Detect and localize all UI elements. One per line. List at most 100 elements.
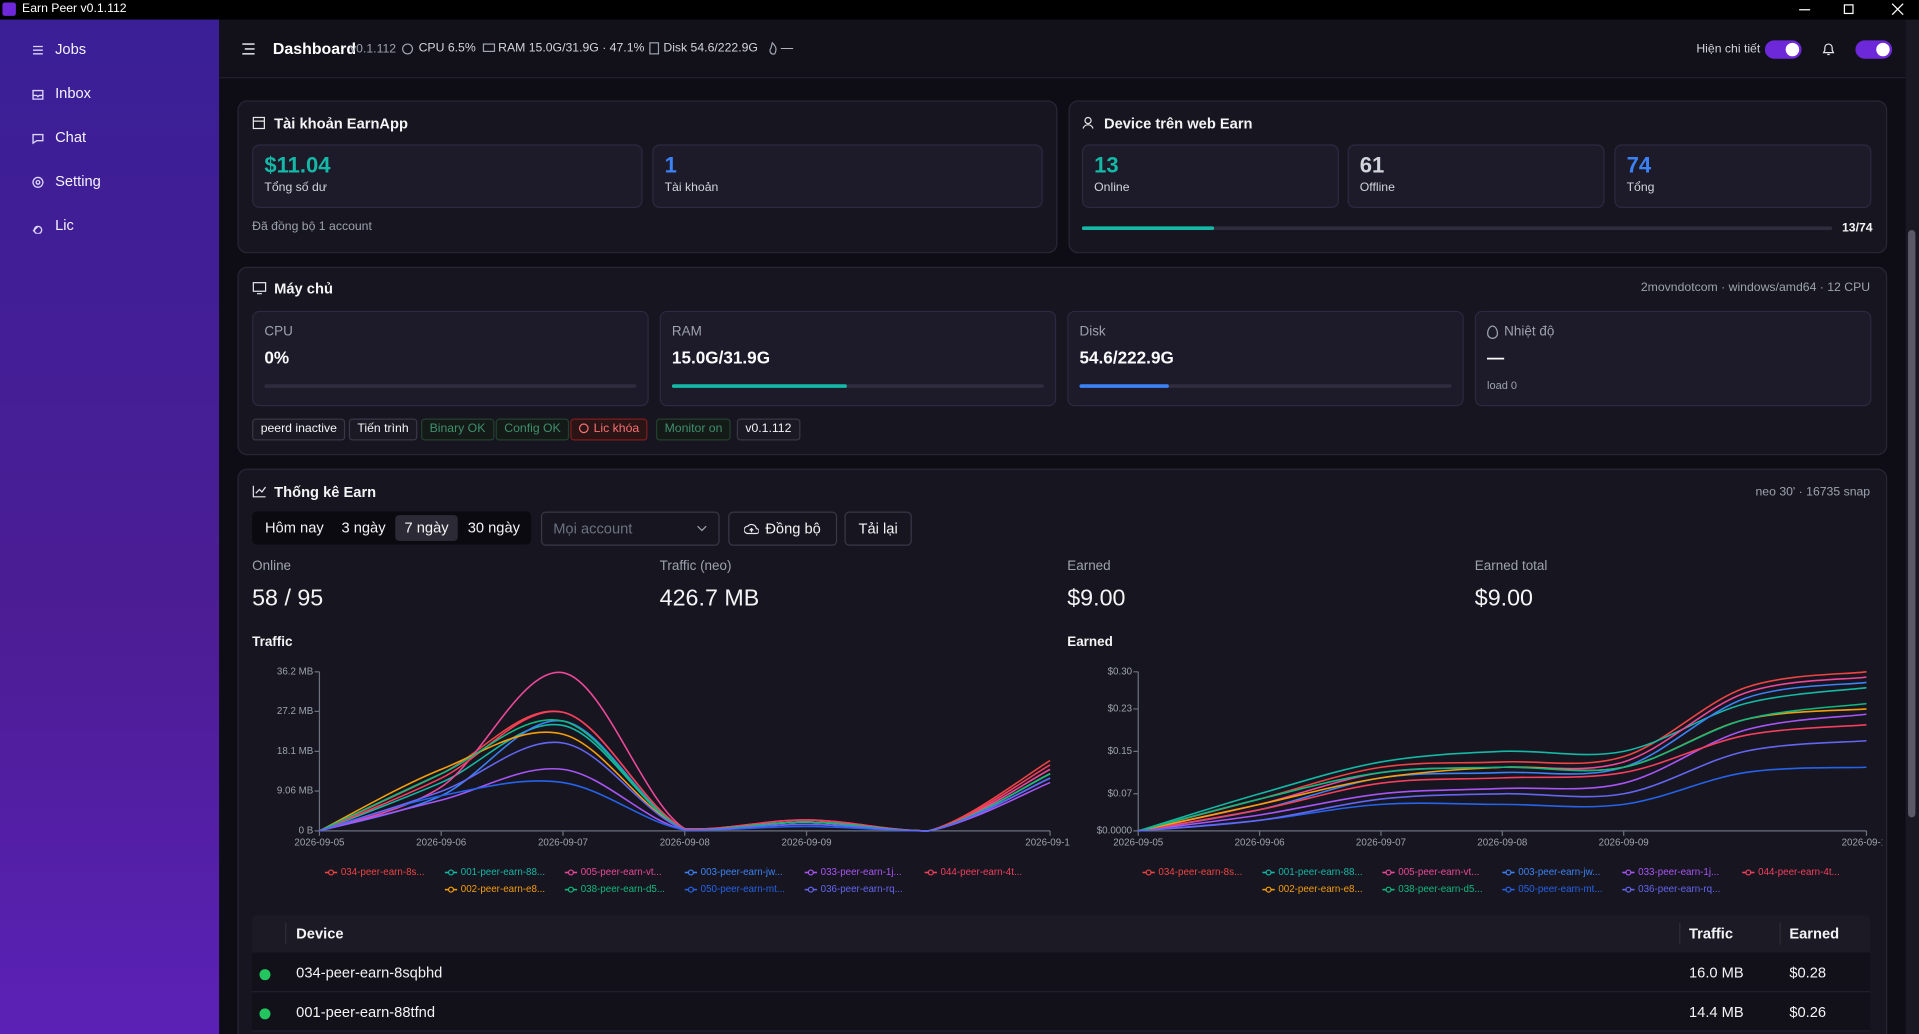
legend-entry[interactable]: 044-peer-earn-4t... bbox=[1758, 867, 1840, 878]
stat-label: Tổng bbox=[1626, 181, 1655, 195]
y-tick-label: $0.23 bbox=[1108, 704, 1133, 715]
nav-item[interactable]: Setting bbox=[55, 172, 101, 190]
status-tag: Tiến trình bbox=[348, 418, 418, 441]
account-select[interactable]: Mọi account bbox=[540, 511, 720, 546]
stat-box bbox=[652, 144, 1043, 209]
column-divider bbox=[285, 922, 287, 945]
legend-entry[interactable]: 033-peer-earn-1j... bbox=[1638, 867, 1719, 878]
metric-box bbox=[1474, 310, 1872, 407]
series-line bbox=[319, 767, 1051, 832]
legend-swatch-dot bbox=[1505, 869, 1512, 876]
stat-box bbox=[1081, 144, 1339, 209]
legend-entry[interactable]: 034-peer-earn-8s... bbox=[1158, 867, 1242, 878]
app-version: v0.1.112 bbox=[350, 42, 397, 57]
legend-entry[interactable]: 005-peer-earn-vt... bbox=[1398, 867, 1479, 878]
detail-toggle-label: Hiện chi tiết bbox=[1696, 42, 1761, 57]
range-button[interactable]: 7 ngày bbox=[395, 515, 458, 541]
legend-entry[interactable]: 001-peer-earn-88... bbox=[1278, 867, 1362, 878]
y-tick-label: $0.15 bbox=[1108, 746, 1133, 757]
metric-label: RAM bbox=[671, 324, 702, 339]
sidebar bbox=[0, 19, 220, 1034]
nav-icon bbox=[32, 89, 44, 100]
summary-value: $9.00 bbox=[1067, 586, 1126, 612]
menu-button[interactable] bbox=[241, 42, 256, 57]
legend-entry[interactable]: 038-peer-earn-d5... bbox=[581, 884, 665, 895]
legend-entry[interactable]: 050-peer-earn-mt... bbox=[701, 884, 785, 895]
legend-swatch-dot bbox=[1385, 869, 1392, 876]
card-title: Thống kê Earn bbox=[274, 483, 377, 501]
stat-label: Tài khoản bbox=[664, 181, 719, 195]
status-tag: Binary OK bbox=[421, 418, 494, 441]
series-line bbox=[1138, 681, 1867, 832]
nav-item[interactable]: Inbox bbox=[55, 84, 92, 102]
metric-label: CPU bbox=[264, 324, 293, 339]
legend-swatch-dot bbox=[687, 869, 694, 876]
legend-entry[interactable]: 044-peer-earn-4t... bbox=[941, 867, 1023, 878]
series-line bbox=[319, 731, 1051, 832]
range-button[interactable]: 3 ngày bbox=[341, 518, 386, 536]
theme-toggle[interactable] bbox=[1855, 40, 1893, 59]
legend-entry[interactable]: 002-peer-earn-e8... bbox=[461, 884, 545, 895]
legend-swatch-dot bbox=[567, 886, 575, 893]
legend-swatch-dot bbox=[328, 869, 335, 876]
legend-entry[interactable]: 003-peer-earn-jw... bbox=[1518, 867, 1600, 878]
column-divider bbox=[1779, 922, 1781, 945]
legend-swatch-dot bbox=[1145, 869, 1152, 876]
column-divider bbox=[1679, 922, 1681, 945]
legend-swatch-dot bbox=[807, 886, 814, 893]
legend-entry[interactable]: 001-peer-earn-88... bbox=[461, 867, 545, 878]
legend-swatch-dot bbox=[687, 886, 694, 893]
y-tick-label: $0.30 bbox=[1108, 666, 1133, 677]
stat-label: Tổng số dư bbox=[264, 181, 327, 195]
scrollbar[interactable] bbox=[1905, 19, 1919, 1034]
card-icon bbox=[1082, 116, 1094, 129]
legend-entry[interactable]: 036-peer-earn-rq... bbox=[821, 884, 903, 895]
notifications-button[interactable] bbox=[1821, 42, 1836, 57]
window-controls[interactable] bbox=[1787, 0, 1909, 20]
sync-button[interactable]: Đồng bộ bbox=[728, 511, 838, 546]
series-line bbox=[1138, 713, 1867, 832]
metric-label: Nhiệt độ bbox=[1504, 324, 1555, 339]
chart-title: Earned bbox=[1067, 634, 1113, 649]
series-line bbox=[1138, 739, 1867, 832]
tag-icon bbox=[578, 423, 589, 434]
legend-entry[interactable]: 036-peer-earn-rq... bbox=[1638, 884, 1720, 895]
card-icon bbox=[252, 282, 267, 295]
status-dot bbox=[259, 1008, 271, 1020]
column-header: Earned bbox=[1789, 925, 1840, 943]
device-progress bbox=[1081, 226, 1833, 231]
card-title: Tài khoản EarnApp bbox=[274, 115, 408, 133]
legend-entry[interactable]: 034-peer-earn-8s... bbox=[341, 867, 425, 878]
y-tick-label: 0 B bbox=[299, 825, 314, 836]
range-button[interactable]: 30 ngày bbox=[467, 518, 520, 536]
x-tick-label: 2026-09-08 bbox=[660, 838, 711, 849]
nav-icon bbox=[32, 176, 44, 188]
range-button[interactable]: Hôm nay bbox=[264, 518, 324, 536]
metric-bar bbox=[1079, 384, 1452, 388]
nav-item[interactable]: Jobs bbox=[55, 40, 87, 58]
nav-item[interactable]: Lic bbox=[55, 216, 74, 234]
metric-note: load 0 bbox=[1487, 379, 1518, 392]
summary-value: $9.00 bbox=[1474, 586, 1533, 612]
legend-entry[interactable]: 003-peer-earn-jw... bbox=[701, 867, 783, 878]
legend-swatch-dot bbox=[1385, 886, 1392, 893]
reload-button[interactable]: Tải lại bbox=[844, 511, 912, 546]
reload-button-label: Tải lại bbox=[858, 520, 898, 538]
legend-entry[interactable]: 038-peer-earn-d5... bbox=[1398, 884, 1482, 895]
y-tick-label: 9.06 MB bbox=[277, 786, 314, 797]
stat-box bbox=[1614, 144, 1872, 209]
server-info: 2movndotcom · windows/amd64 · 12 CPU bbox=[1640, 281, 1871, 295]
legend-entry[interactable]: 033-peer-earn-1j... bbox=[821, 867, 902, 878]
detail-toggle[interactable] bbox=[1764, 40, 1802, 59]
legend-swatch-dot bbox=[447, 886, 455, 893]
table-cell: 16.0 MB bbox=[1688, 964, 1744, 982]
x-tick-label: 2026-09-06 bbox=[416, 838, 467, 849]
nav-item[interactable]: Chat bbox=[55, 128, 87, 146]
legend-entry[interactable]: 050-peer-earn-mt... bbox=[1518, 884, 1602, 895]
nav-icon bbox=[33, 45, 43, 55]
legend-entry[interactable]: 005-peer-earn-vt... bbox=[581, 867, 662, 878]
traffic-chart: Traffic 0 B 9.06 MB 18.1 MB 27.2 MB 36.2 MB 20… bbox=[252, 634, 1070, 895]
account-select-placeholder: Mọi account bbox=[553, 520, 633, 538]
legend-entry[interactable]: 002-peer-earn-e8... bbox=[1278, 884, 1362, 895]
